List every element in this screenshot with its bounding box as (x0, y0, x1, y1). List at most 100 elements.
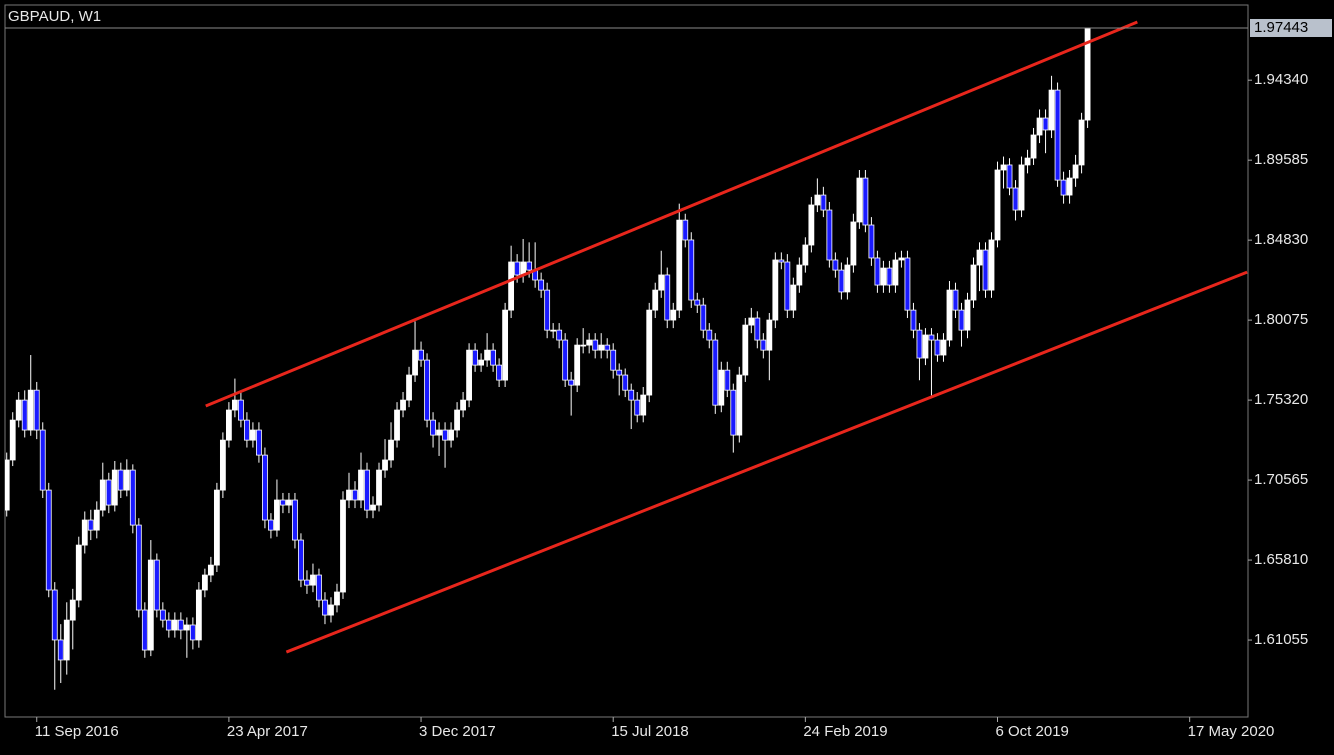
candle-body (892, 259, 899, 286)
candle-body (796, 264, 803, 286)
candle-body (622, 374, 629, 391)
candle-body (928, 334, 935, 341)
candle-body (39, 429, 46, 491)
candle-body (406, 374, 412, 401)
candle-body (177, 619, 184, 631)
candle-body (694, 299, 701, 306)
candle-body (87, 519, 94, 531)
candle-body (574, 344, 581, 386)
candle-body (1030, 134, 1037, 159)
candle-body (670, 309, 677, 321)
candle-body (592, 339, 599, 351)
candle-body (826, 209, 833, 261)
x-tick-label: 17 May 2020 (1188, 723, 1275, 740)
candle-body (9, 419, 16, 461)
candle-body (135, 524, 142, 611)
candle-body (820, 194, 827, 211)
candle-body (550, 329, 557, 332)
candle-body (706, 329, 713, 341)
candle-body (724, 369, 731, 391)
candle-body (1078, 119, 1085, 166)
candle-body (183, 624, 190, 631)
candle-body (1042, 117, 1049, 131)
candle-body (676, 219, 683, 311)
candle-body (213, 489, 220, 566)
candle-body (436, 429, 442, 436)
candle-body (628, 389, 635, 401)
candle-body (940, 339, 947, 356)
candle-body (81, 519, 88, 546)
candle-body (286, 499, 292, 506)
y-tick-label: 1.61055 (1254, 631, 1308, 648)
y-tick-label: 1.65810 (1254, 551, 1308, 568)
candle-body (280, 499, 286, 506)
candle-body (1018, 164, 1025, 211)
x-tick-label: 11 Sep 2016 (35, 723, 119, 740)
candle-body (262, 454, 268, 521)
x-tick-label: 3 Dec 2017 (419, 723, 496, 740)
candle-body (159, 609, 166, 621)
candle-body (634, 399, 641, 416)
candle-body (616, 369, 623, 376)
candle-body (454, 409, 460, 431)
candle-body (1006, 164, 1013, 189)
candle-body (718, 369, 725, 406)
plot-area (5, 20, 1248, 690)
candle-body (1000, 164, 1007, 171)
candle-body (874, 257, 881, 286)
candle-body (514, 261, 521, 276)
candle-body (117, 469, 124, 491)
candle-body (556, 329, 563, 341)
candle-body (538, 279, 545, 291)
candle-body (424, 359, 430, 421)
candle-body (238, 399, 244, 421)
candle-body (478, 359, 484, 366)
candle-body (484, 349, 491, 361)
candle-body (382, 459, 388, 471)
candle-body (490, 349, 497, 366)
trend-line (285, 270, 1248, 654)
candle-body (508, 261, 515, 311)
candle-body (760, 339, 767, 351)
candle-body (328, 604, 334, 616)
candle-body (195, 589, 202, 641)
trend-line (205, 20, 1138, 408)
candle-body (340, 499, 346, 593)
candle-body (165, 619, 172, 631)
candle-body (123, 469, 130, 491)
candle-body (976, 249, 983, 266)
candle-body (988, 239, 995, 291)
candle-body (526, 261, 533, 271)
candle-body (604, 344, 611, 351)
candle-body (754, 317, 761, 341)
candle-body (700, 304, 707, 331)
candle-body (171, 619, 178, 631)
candle-body (364, 469, 370, 511)
candle-body (862, 177, 869, 226)
candle-body (994, 169, 1001, 241)
candle-body (958, 309, 965, 331)
candle-body (388, 439, 394, 461)
candle-body (844, 264, 851, 293)
candle-body (886, 267, 893, 286)
candle-body (1066, 177, 1073, 196)
x-tick-label: 15 Jul 2018 (611, 723, 689, 740)
candle-body (784, 261, 791, 311)
candle-body (219, 439, 226, 491)
candle-body (652, 289, 659, 311)
candle-body (334, 591, 340, 606)
candle-body (916, 329, 923, 359)
candle-body (57, 639, 64, 661)
candle-body (418, 349, 424, 361)
candle-body (736, 374, 743, 436)
candle-body (580, 344, 587, 347)
candle-body (688, 239, 695, 301)
candle-body (748, 317, 755, 326)
candle-body (598, 344, 605, 351)
candle-body (250, 429, 256, 441)
candle-body (778, 259, 785, 263)
candle-body (21, 399, 28, 431)
candle-body (412, 349, 418, 376)
candle-body (51, 589, 58, 641)
